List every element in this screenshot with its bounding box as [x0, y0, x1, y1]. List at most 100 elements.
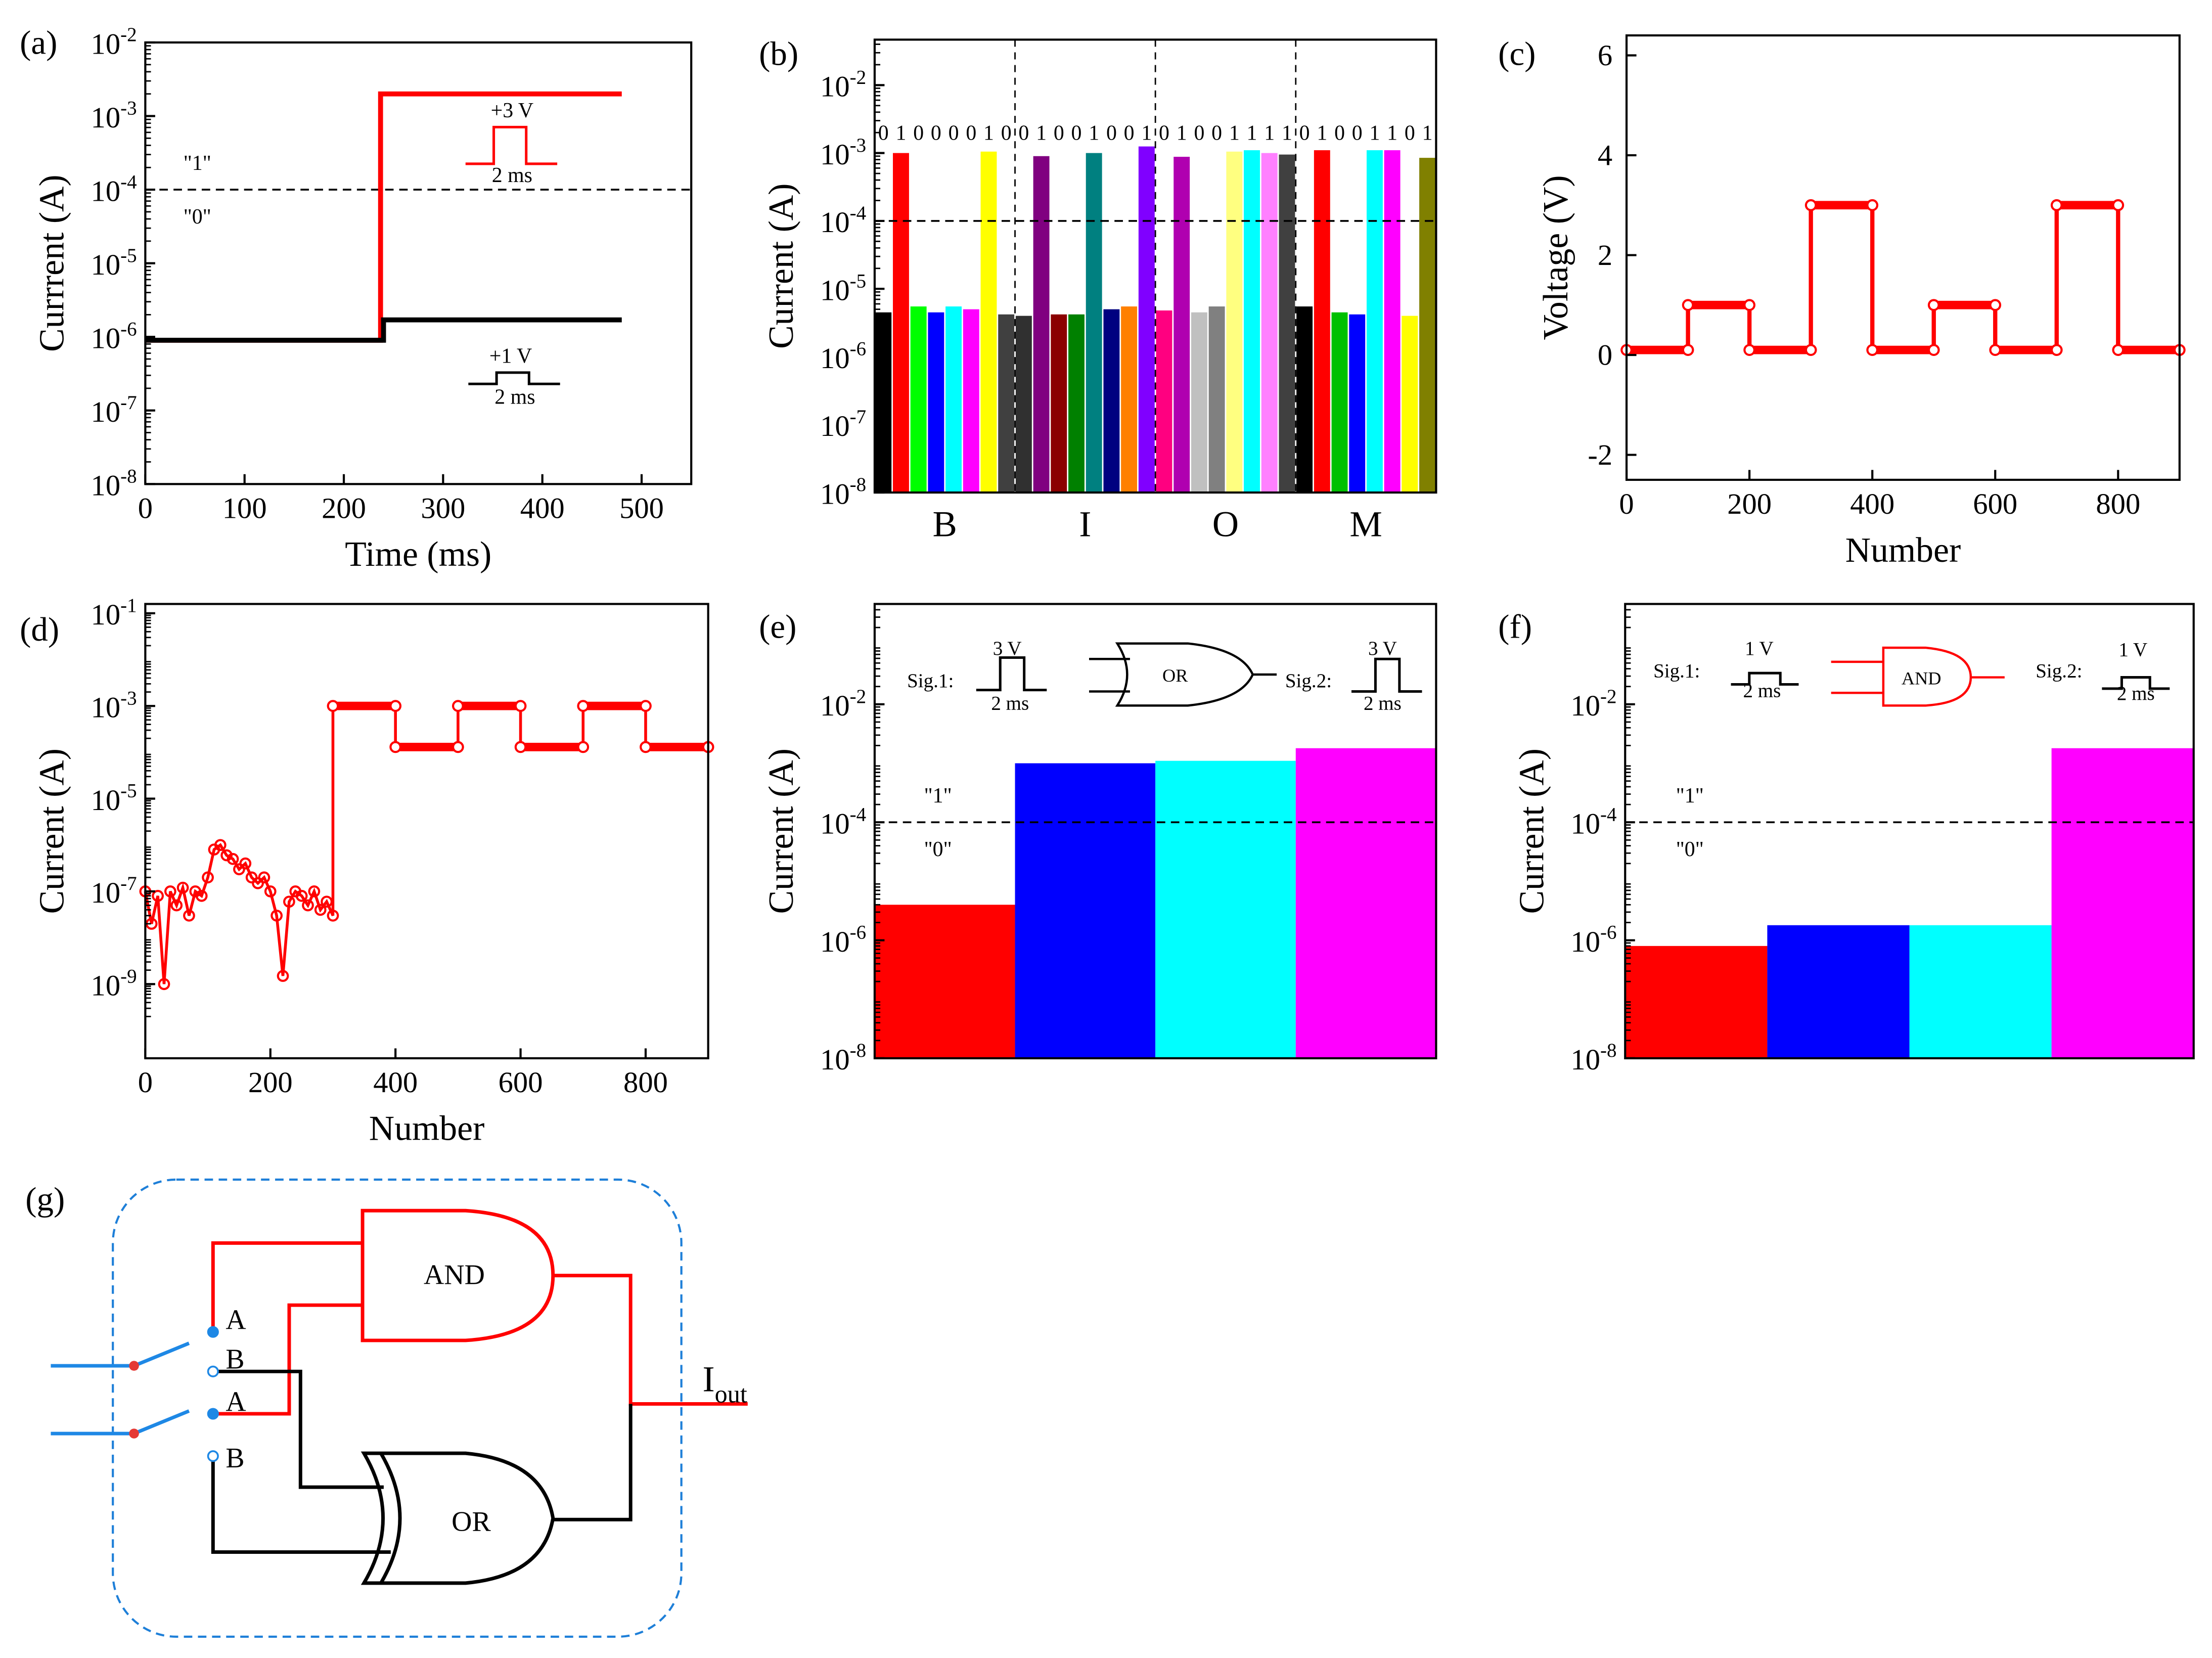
- bit-label: 1: [1387, 121, 1397, 145]
- bit-label: 0: [913, 121, 924, 145]
- sig2-label: Sig.2:: [1285, 670, 1332, 692]
- bit-label: 0: [1194, 121, 1204, 145]
- wire-and-out: [553, 1274, 748, 1406]
- x-tick-label: 100: [222, 491, 267, 524]
- current-block: [1295, 748, 1436, 1058]
- bar: [1384, 150, 1401, 493]
- bit-label: 0: [1054, 121, 1064, 145]
- bar: [1349, 314, 1366, 493]
- pulse-amplitude-label: +1 V: [489, 344, 532, 368]
- y-tick-label: 10-3: [91, 98, 137, 134]
- data-point: [170, 899, 183, 912]
- data-point: [389, 700, 402, 712]
- or-gate-icon: [360, 1451, 555, 1585]
- bar: [1419, 158, 1436, 493]
- sig2-width: 2 ms: [1364, 693, 1402, 714]
- y-tick-label: 10-4: [1570, 803, 1616, 840]
- panel-e: "1" "0" Sig.1: 3 V 2 ms OR Sig.2: 3 V 2 ms 10-8 10…: [759, 603, 1437, 1076]
- data-point: [2050, 199, 2063, 211]
- bit-label: 0: [1018, 121, 1029, 145]
- y-tick-label: 10-2: [91, 24, 137, 60]
- bar: [1068, 314, 1085, 493]
- y-tick-label: 4: [1598, 139, 1612, 172]
- bar: [980, 151, 997, 493]
- pulse-shape-icon: [2102, 676, 2170, 690]
- bar: [1191, 312, 1207, 493]
- bit-label: 0: [1124, 121, 1135, 145]
- letter-label: M: [1349, 504, 1382, 545]
- data-point: [164, 885, 176, 898]
- bit-label: 0: [1211, 121, 1222, 145]
- bit-label: 1: [1264, 121, 1275, 145]
- bar: [963, 309, 979, 493]
- data-point: [514, 700, 527, 712]
- x-tick-label: 0: [138, 1066, 153, 1099]
- data-point: [1927, 299, 1940, 311]
- pulse-shape-icon: [465, 125, 558, 165]
- bar: [1314, 150, 1330, 493]
- data-point: [321, 895, 333, 908]
- letter-label: O: [1212, 504, 1239, 545]
- panel-b: 0 1 0 0 0 0 1 0B0 1 0 0 1 0 0 1I0 1 0 0 1 1 1 1O0 1 0 0 1 1 0 1M10-8…: [759, 35, 1437, 545]
- pulse-shape-icon: [468, 371, 560, 385]
- bit-label: 0: [1405, 121, 1415, 145]
- y-axis-label: Current (A): [762, 748, 801, 914]
- output-label: Iout: [703, 1358, 747, 1408]
- bar: [928, 312, 944, 493]
- and-gate-label: AND: [424, 1259, 485, 1290]
- data-point: [389, 741, 402, 753]
- bar: [1156, 310, 1172, 493]
- data-point: [2050, 344, 2063, 356]
- switch-icon: [51, 1409, 190, 1436]
- data-point: [264, 885, 277, 898]
- data-point: [640, 741, 652, 753]
- terminal-label: B: [225, 1344, 244, 1375]
- data-point: [1866, 344, 1879, 356]
- current-block: [2051, 748, 2194, 1058]
- x-tick-label: 400: [520, 491, 565, 524]
- y-tick-label: 10-9: [91, 965, 137, 1002]
- data-point: [2112, 344, 2125, 356]
- bit-label: 1: [1317, 121, 1327, 145]
- pulse-width-label: 2 ms: [492, 164, 532, 187]
- bit-label: 0: [1001, 121, 1012, 145]
- bit-label: 1: [1369, 121, 1380, 145]
- y-axis-label: Voltage (V): [1537, 175, 1575, 340]
- x-axis-label: Number: [369, 1109, 485, 1148]
- switch-pivot: [129, 1428, 139, 1439]
- terminal-B: [207, 1365, 219, 1377]
- y-axis-label: Current (A): [762, 184, 801, 349]
- y-tick-label: 10-8: [91, 466, 137, 502]
- switch-icon: [51, 1341, 190, 1368]
- bit-label: 0: [966, 121, 976, 145]
- bar: [1208, 306, 1225, 493]
- data-point: [1989, 344, 2002, 356]
- terminal-label: A: [225, 1305, 246, 1336]
- sig1-label: Sig.1:: [1653, 660, 1700, 682]
- bar: [1121, 306, 1138, 493]
- logic-0-label: "0": [1676, 838, 1704, 861]
- wire-a2: [213, 1303, 363, 1416]
- bar: [945, 306, 962, 493]
- data-point: [1743, 344, 1755, 356]
- current-block: [1625, 946, 1768, 1058]
- bar: [910, 306, 927, 493]
- bit-label: 0: [1334, 121, 1345, 145]
- sig1-amplitude: 1 V: [1745, 638, 1774, 659]
- pulse-width-label: 2 ms: [494, 385, 535, 409]
- bar: [1296, 306, 1313, 493]
- letter-label: I: [1079, 504, 1091, 545]
- switch-pivot: [129, 1361, 139, 1371]
- y-axis-label: Currrent (A): [33, 174, 72, 352]
- sig2-label: Sig.2:: [2036, 660, 2082, 682]
- x-tick-label: 800: [623, 1066, 668, 1099]
- current-block: [1015, 763, 1156, 1058]
- bit-label: 0: [878, 121, 889, 145]
- y-tick-label: 10-5: [820, 270, 866, 306]
- bit-label: 1: [1036, 121, 1047, 145]
- data-point: [1989, 299, 2002, 311]
- y-tick-label: 10-3: [91, 687, 137, 724]
- y-tick-label: 10-2: [1570, 686, 1616, 722]
- or-gate-icon: [1089, 642, 1277, 707]
- sig2-width: 2 ms: [2117, 683, 2155, 704]
